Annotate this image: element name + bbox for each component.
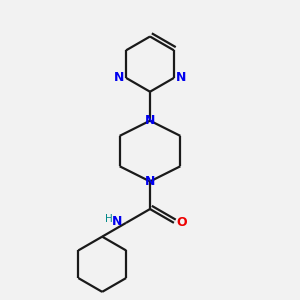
Text: O: O: [176, 216, 187, 229]
Text: N: N: [145, 114, 155, 127]
Text: N: N: [112, 215, 122, 228]
Text: N: N: [176, 71, 186, 84]
Text: N: N: [145, 175, 155, 188]
Text: H: H: [105, 214, 113, 224]
Text: N: N: [114, 71, 124, 84]
